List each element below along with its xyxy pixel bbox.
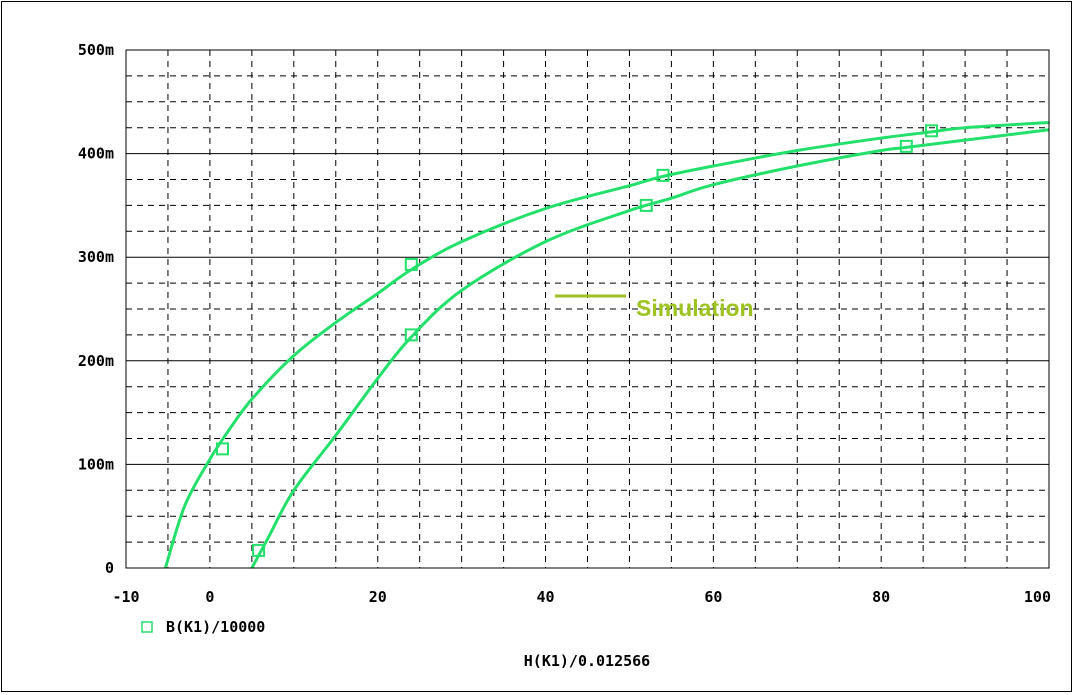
x-tick-label: 100	[1024, 588, 1051, 606]
x-tick-label: 40	[537, 588, 555, 606]
data-point-marker	[252, 543, 266, 557]
legend-label: B(K1)/10000	[166, 618, 265, 636]
data-point-marker	[899, 139, 913, 153]
grid	[126, 50, 1049, 568]
data-point-marker	[404, 328, 418, 342]
annotation: Simulation	[555, 294, 754, 321]
curves	[164, 121, 1050, 569]
data-point-marker	[925, 124, 939, 138]
markers	[215, 124, 939, 557]
data-point-marker	[215, 442, 229, 456]
series-line-1	[164, 121, 1050, 569]
plot-border	[125, 49, 1050, 569]
y-tick-label: 0	[105, 559, 114, 577]
series-line-2	[250, 128, 1050, 569]
legend: B(K1)/10000	[141, 618, 265, 636]
data-point-marker	[639, 198, 653, 212]
y-tick-label: 400m	[78, 145, 114, 163]
legend-marker-icon	[141, 621, 153, 633]
x-tick-label: 0	[205, 588, 214, 606]
data-point-marker	[656, 168, 670, 182]
x-tick-label: 20	[369, 588, 387, 606]
y-tick-label: 200m	[78, 352, 114, 370]
x-tick-label: 80	[872, 588, 890, 606]
x-tick-label: 60	[704, 588, 722, 606]
x-tick-labels: -10 0 20 40 60 80 100	[112, 588, 1051, 606]
annotation-text: Simulation	[636, 295, 754, 321]
y-tick-label: 300m	[78, 248, 114, 266]
x-tick-label: -10	[112, 588, 139, 606]
data-point-marker	[404, 257, 418, 271]
x-axis-label: H(K1)/0.012566	[524, 652, 650, 670]
y-tick-label: 100m	[78, 455, 114, 473]
y-tick-label: 500m	[78, 41, 114, 59]
y-tick-labels: 0 100m 200m 300m 400m 500m	[78, 41, 114, 577]
